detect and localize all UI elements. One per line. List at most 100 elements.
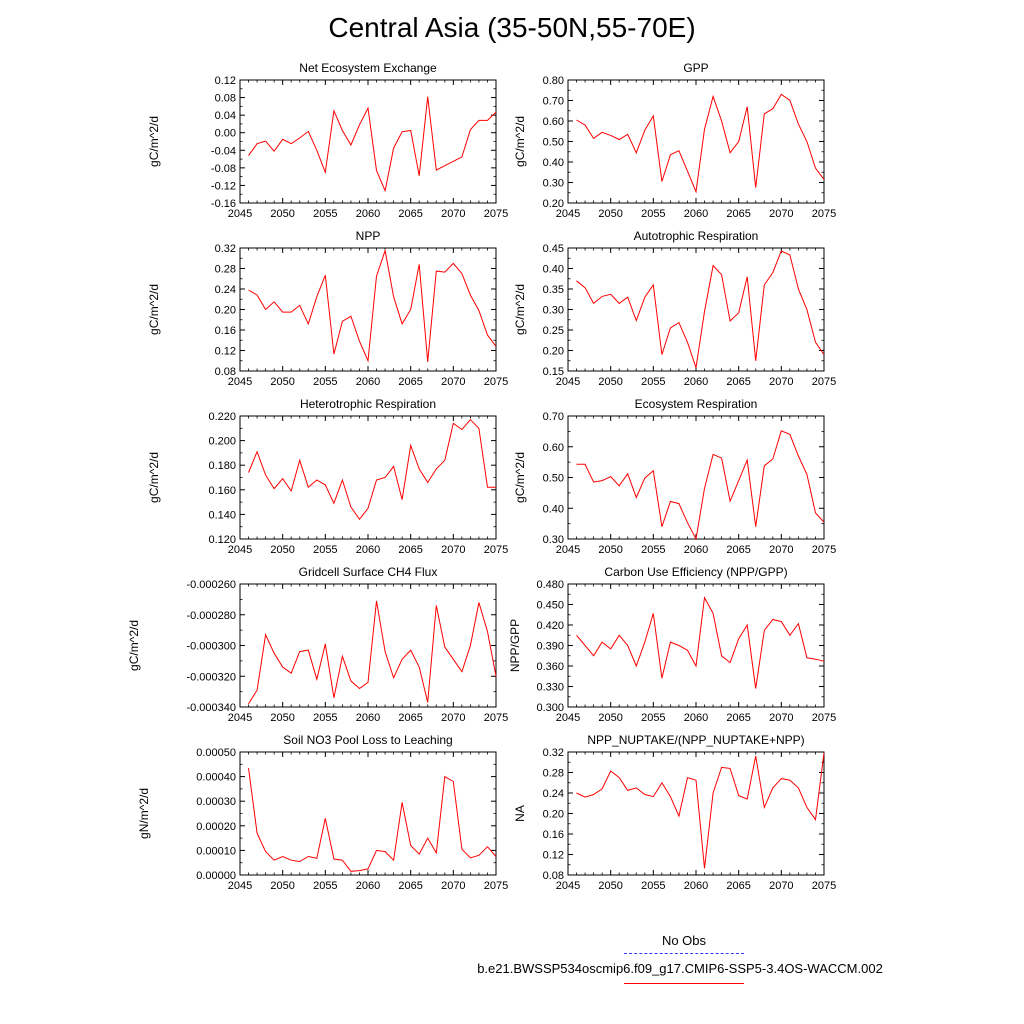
y-tick-label: 0.00040 (196, 772, 236, 784)
x-tick-label: 2075 (812, 208, 836, 220)
y-tick-label: 0.08 (215, 93, 236, 105)
panel-net-ecosystem-exchange: Net Ecosystem Exchange gC/m^2/d 2045 2050 20… (147, 61, 508, 220)
y-tick-label: 0.08 (543, 870, 564, 882)
panel-title: Gridcell Surface CH4 Flux (299, 565, 438, 579)
plot-frame (567, 751, 825, 876)
y-tick-label: 0.00030 (196, 796, 236, 808)
y-tick-label: 0.24 (543, 788, 564, 800)
x-tick-label: 2050 (270, 208, 294, 220)
x-tick-label: 2075 (812, 544, 836, 556)
plot-frame (239, 247, 497, 372)
x-tick-label: 2055 (641, 544, 665, 556)
y-tick-label: -0.04 (211, 145, 236, 157)
y-tick-label: 0.30 (543, 534, 564, 546)
y-tick-label: -0.000340 (186, 702, 236, 714)
y-tick-label: 0.120 (208, 534, 236, 546)
x-tick-label: 2065 (726, 376, 750, 388)
x-tick-label: 2065 (726, 880, 750, 892)
series-line (248, 248, 497, 363)
x-tick-label: 2055 (641, 880, 665, 892)
legend-obs-label: No Obs (661, 933, 707, 948)
x-tick-label: 2055 (313, 880, 337, 892)
y-tick-label: 0.140 (208, 509, 236, 521)
y-tick-label: 0.45 (543, 243, 564, 255)
y-tick-label: 0.390 (536, 641, 564, 653)
x-tick-label: 2055 (641, 208, 665, 220)
y-tick-label: 0.20 (543, 809, 564, 821)
x-tick-label: 2045 (556, 880, 580, 892)
x-tick-label: 2050 (270, 880, 294, 892)
y-tick-label: 0.12 (215, 75, 236, 87)
y-tick-label: 0.04 (215, 110, 236, 122)
y-axis-label: gC/m^2/d (513, 452, 527, 503)
x-tick-label: 2045 (556, 208, 580, 220)
x-tick-label: 2055 (313, 712, 337, 724)
plot-frame (567, 247, 825, 372)
x-tick-label: 2045 (228, 544, 252, 556)
x-tick-label: 2050 (270, 544, 294, 556)
y-tick-label: 0.15 (543, 366, 564, 378)
series-line (576, 250, 825, 368)
panel-carbon-use-efficiency-npp-gpp: Carbon Use Efficiency (NPP/GPP) NPP/GPP 20… (508, 565, 836, 724)
y-tick-label: 0.16 (543, 829, 564, 841)
y-axis-label: NA (513, 805, 527, 822)
y-axis-label: gC/m^2/d (147, 116, 161, 167)
y-tick-label: 0.28 (215, 264, 236, 276)
panel-autotrophic-respiration: Autotrophic Respiration gC/m^2/d 2045 2050 2… (513, 229, 836, 388)
x-tick-label: 2070 (769, 712, 793, 724)
y-tick-label: 0.450 (536, 600, 564, 612)
series-line (576, 430, 825, 541)
x-tick-label: 2060 (684, 376, 708, 388)
x-tick-label: 2065 (726, 712, 750, 724)
y-tick-label: -0.000260 (186, 579, 236, 591)
panel-npp-nuptake-npp-nuptake-npp: NPP_NUPTAKE/(NPP_NUPTAKE+NPP) NA 2045 2050 2… (513, 733, 836, 892)
series-line (248, 767, 497, 872)
plot-frame (239, 415, 497, 540)
x-tick-label: 2045 (556, 544, 580, 556)
x-tick-label: 2070 (769, 880, 793, 892)
y-tick-label: 0.420 (536, 620, 564, 632)
legend-model-label: b.e21.BWSSP534oscmip6.f09_g17.CMIP6-SSP5… (477, 961, 883, 976)
x-tick-label: 2075 (484, 208, 508, 220)
panel-title: Soil NO3 Pool Loss to Leaching (283, 733, 452, 747)
x-tick-label: 2050 (598, 544, 622, 556)
x-tick-label: 2075 (812, 712, 836, 724)
panel-title: NPP (356, 229, 381, 243)
x-tick-label: 2075 (484, 880, 508, 892)
y-tick-label: 0.30 (543, 305, 564, 317)
y-tick-label: 0.50 (543, 473, 564, 485)
y-tick-label: 0.300 (536, 702, 564, 714)
y-tick-label: 0.16 (215, 325, 236, 337)
y-tick-label: 0.12 (543, 850, 564, 862)
series-line (248, 96, 497, 193)
x-tick-label: 2060 (684, 712, 708, 724)
x-tick-label: 2055 (641, 376, 665, 388)
y-tick-label: 0.330 (536, 682, 564, 694)
plot-frame (567, 79, 825, 204)
x-tick-label: 2070 (441, 376, 465, 388)
y-tick-label: 0.60 (543, 442, 564, 454)
y-tick-label: -0.000320 (186, 671, 236, 683)
y-tick-label: 0.08 (215, 366, 236, 378)
panel-gpp: GPP gC/m^2/d 2045 2050 2055 2060 2065 2070 2075 0… (513, 61, 836, 220)
x-tick-label: 2070 (441, 208, 465, 220)
x-tick-label: 2070 (441, 712, 465, 724)
y-tick-label: 0.30 (543, 178, 564, 190)
panel-title: Heterotrophic Respiration (300, 397, 436, 411)
x-tick-label: 2075 (812, 376, 836, 388)
y-tick-label: 0.32 (215, 243, 236, 255)
y-tick-label: 0.00 (215, 128, 236, 140)
x-tick-label: 2050 (598, 712, 622, 724)
panel-heterotrophic-respiration: Heterotrophic Respiration gC/m^2/d 2045 205… (147, 397, 508, 556)
y-tick-label: 0.50 (543, 137, 564, 149)
x-tick-label: 2065 (726, 208, 750, 220)
x-tick-label: 2060 (356, 880, 380, 892)
x-tick-label: 2065 (398, 712, 422, 724)
y-tick-label: 0.70 (543, 411, 564, 423)
panel-ecosystem-respiration: Ecosystem Respiration gC/m^2/d 2045 2050 205… (513, 397, 836, 556)
series-line (248, 418, 496, 521)
y-axis-label: gC/m^2/d (147, 284, 161, 335)
y-axis-label: NPP/GPP (508, 619, 522, 672)
y-tick-label: 0.220 (208, 411, 236, 423)
plot-frame (567, 415, 825, 540)
